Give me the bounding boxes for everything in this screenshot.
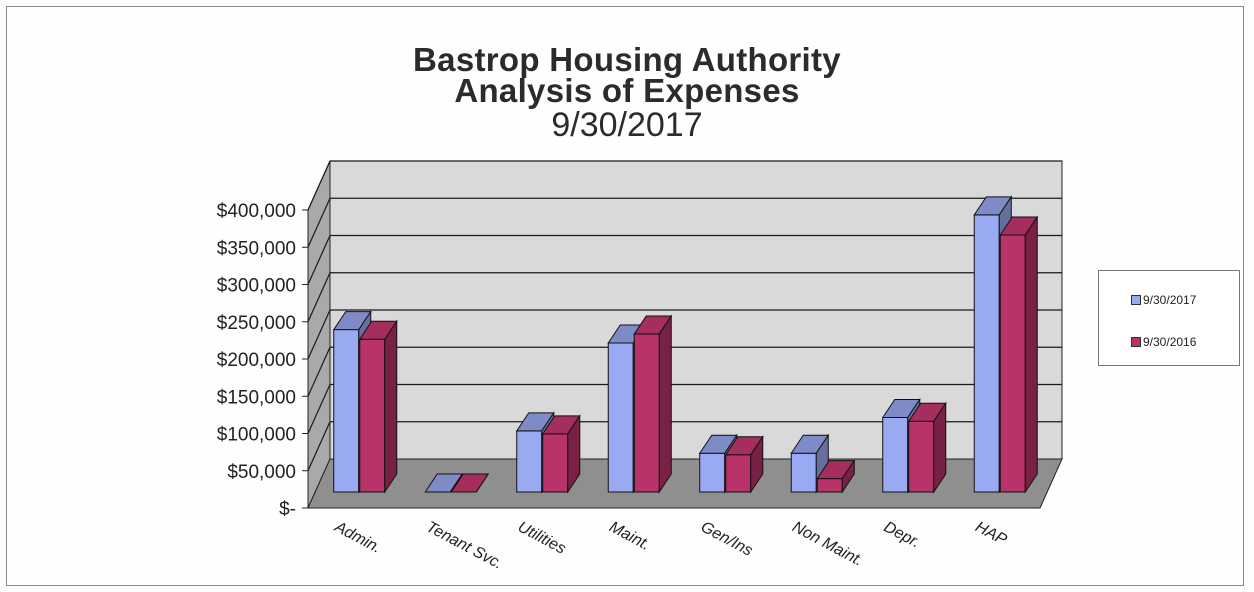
bar-admin-9-30-2016: [359, 338, 386, 493]
y-tick-label: $100,000: [217, 425, 296, 446]
bar-tenant-svc-9-30-2017-side: [449, 473, 463, 493]
bar-hap-9-30-2017: [973, 214, 1000, 493]
bar-gen-ins-9-30-2016: [725, 454, 752, 493]
y-tick-label: $150,000: [217, 387, 296, 408]
y-tick-label: $250,000: [217, 313, 296, 334]
y-tick-label: $350,000: [217, 238, 296, 259]
x-tick-label: Gen/Ins: [698, 519, 755, 560]
gridline: [307, 160, 1062, 211]
legend-swatch-2017: [1131, 295, 1141, 305]
bar-maint-9-30-2016: [633, 333, 660, 493]
legend-item-2016: 9/30/2016: [1131, 335, 1196, 349]
bar-admin-9-30-2016-side: [384, 319, 398, 494]
bar-utilities-9-30-2017: [516, 430, 543, 493]
bar-maint-9-30-2017: [607, 342, 634, 493]
bar-hap-9-30-2016: [999, 234, 1026, 493]
chart-title: Bastrop Housing Authority Analysis of Ex…: [0, 41, 1254, 144]
bar-admin-9-30-2017: [333, 329, 360, 493]
title-line-3: 9/30/2017: [551, 106, 703, 144]
bar-utilities-9-30-2016-side: [567, 414, 581, 494]
gridline: [307, 383, 1062, 434]
bar-depr-9-30-2017: [882, 417, 909, 493]
y-tick-label: $200,000: [217, 350, 296, 371]
y-tick-label: $-: [279, 499, 296, 520]
y-tick-label: $400,000: [217, 201, 296, 222]
bar-non-maint-9-30-2017: [790, 452, 817, 493]
bar-non-maint-9-30-2016: [816, 478, 843, 493]
legend-label-2017: 9/30/2017: [1143, 293, 1197, 307]
x-tick-label: Tenant Svc.: [423, 519, 505, 573]
gridline: [307, 197, 1062, 248]
legend-item-2017: 9/30/2017: [1131, 293, 1196, 307]
legend-label-2016: 9/30/2016: [1143, 335, 1197, 349]
y-tick-label: $300,000: [217, 276, 296, 297]
x-tick-label: Maint.: [606, 519, 652, 554]
gridline: [307, 309, 1062, 360]
bar-depr-9-30-2016-side: [933, 401, 947, 494]
x-tick-label: Depr.: [881, 519, 923, 552]
x-tick-label: Utilities: [515, 519, 569, 558]
x-tick-label: Admin.: [331, 518, 384, 557]
x-tick-label: HAP: [972, 519, 1009, 550]
title-line-1: Bastrop Housing Authority: [413, 41, 841, 78]
floor: [307, 458, 1063, 509]
bar-hap-9-30-2016-side: [1024, 215, 1038, 494]
bar-maint-9-30-2016-side: [658, 314, 672, 494]
gridline: [307, 421, 1062, 471]
bar-tenant-svc-9-30-2016-side: [475, 473, 489, 493]
gridline: [307, 234, 1062, 285]
legend: 9/30/2017 9/30/2016: [1098, 270, 1240, 366]
bar-depr-9-30-2016: [908, 420, 935, 493]
legend-swatch-2016: [1131, 337, 1141, 347]
bar-gen-ins-9-30-2016-side: [750, 435, 764, 494]
gridline: [307, 346, 1062, 397]
x-tick-label: Non Maint.: [789, 519, 865, 570]
bar-non-maint-9-30-2016-side: [841, 458, 855, 494]
title-line-2: Analysis of Expenses: [454, 72, 800, 109]
bar-utilities-9-30-2016: [542, 433, 569, 493]
gridline: [307, 272, 1062, 322]
y-tick-label: $50,000: [227, 462, 296, 483]
bar-gen-ins-9-30-2017: [699, 452, 726, 493]
